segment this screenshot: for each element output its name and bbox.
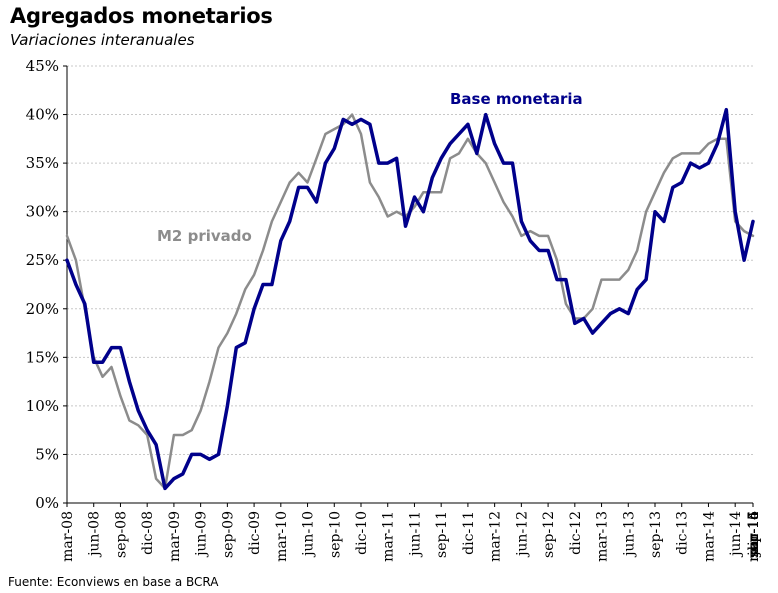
y-tick-label: 25% [26,251,59,269]
y-tick-label: 5% [35,445,59,463]
x-tick-label: dic-08 [140,511,156,555]
x-tick-label: jun-13 [621,511,637,558]
x-tick-label: mar-13 [595,511,611,562]
y-tick-label: 10% [26,397,59,415]
x-tick-label: sep-10 [327,511,343,558]
y-tick-label: 35% [26,154,59,172]
x-tick-label: mar-08 [60,511,76,562]
source-note: Fuente: Econviews en base a BCRA [8,575,219,589]
x-tick-label: sep-08 [113,511,129,558]
x-tick-label: sep-14 [746,511,762,558]
x-tick-label: dic-09 [247,511,263,555]
x-tick-label: sep-15 [746,511,762,558]
x-tick-label: jun-10 [301,511,317,558]
x-tick-label: dic-13 [675,511,691,555]
x-tick-label: dic-11 [461,511,477,555]
y-tick-label: 15% [26,348,59,366]
y-tick-label: 30% [26,203,59,221]
x-tick-label: mar-15 [746,511,762,562]
x-tick-label: mar-14 [701,511,717,562]
x-tick-label: jun-12 [514,511,530,558]
x-tick-label: dic-12 [568,511,584,555]
x-tick-label: sep-12 [541,511,557,558]
x-tick-label: sep-13 [648,511,664,558]
series-label-base-monetaria: Base monetaria [450,90,583,108]
chart-subtitle: Variaciones interanuales [10,31,195,49]
x-tick-label: mar-16 [746,511,762,562]
x-tick-label: dic-15 [746,511,762,555]
series-line-m2-privado [65,113,755,490]
series-label-m2-privado: M2 privado [157,227,252,245]
x-tick-label: mar-09 [167,511,183,562]
y-tick-label: 40% [26,106,59,124]
x-tick-label: jun-08 [87,511,103,558]
x-tick-label: dic-14 [746,511,762,555]
x-tick-label: mar-10 [274,511,290,562]
x-tick-label: mar-11 [381,511,397,562]
y-tick-label: 45% [26,57,59,75]
x-tick-label: sep-11 [434,511,450,558]
x-tick-label: jun-09 [194,511,210,558]
x-tick-label: jun-11 [407,511,423,558]
x-tick-label: jun-14 [728,511,744,558]
x-tick-label: mar-12 [488,511,504,562]
x-tick-label: dic-10 [354,511,370,555]
x-tick-label: jun-15 [746,511,762,558]
series-line-base-monetaria [65,107,755,491]
y-tick-label: 0% [35,494,59,512]
x-tick-label: sep-09 [220,511,236,558]
chart-title: Agregados monetarios [10,4,273,28]
y-tick-label: 20% [26,300,59,318]
